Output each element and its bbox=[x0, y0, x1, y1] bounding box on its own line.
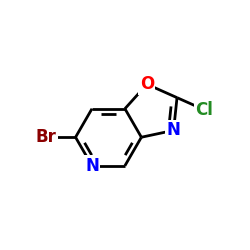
Text: N: N bbox=[85, 157, 99, 175]
Text: N: N bbox=[167, 122, 180, 140]
Text: Br: Br bbox=[36, 128, 56, 146]
Text: Cl: Cl bbox=[195, 101, 213, 119]
Text: O: O bbox=[140, 75, 154, 93]
